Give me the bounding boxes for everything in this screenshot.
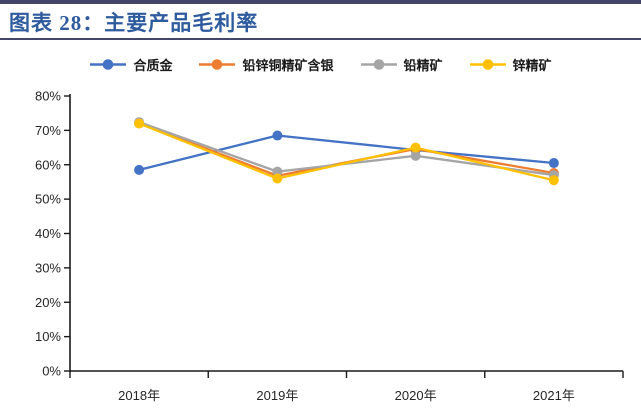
chart-legend: 合质金 铅锌铜精矿含银 铅精矿 锌精矿	[0, 53, 641, 75]
y-axis-tick-label: 30%	[35, 260, 61, 275]
x-axis-tick-label: 2019年	[256, 388, 298, 403]
legend-item: 锌精矿	[469, 55, 552, 74]
series-point-0-3	[548, 158, 559, 169]
legend-marker-icon	[469, 58, 506, 70]
series-point-3-0	[134, 118, 145, 129]
y-axis-tick-label: 80%	[35, 89, 61, 104]
series-point-3-2	[410, 142, 421, 153]
y-axis-tick-label: 70%	[35, 123, 61, 138]
figure-title: 图表 28：主要产品毛利率	[9, 11, 259, 35]
y-axis-tick-label: 60%	[35, 157, 61, 172]
x-axis-tick-label: 2020年	[395, 388, 437, 403]
y-axis-tick-label: 20%	[35, 295, 61, 310]
legend-item: 铅精矿	[360, 55, 443, 74]
y-axis-tick-label: 50%	[35, 192, 61, 207]
series-point-3-1	[272, 173, 283, 184]
x-axis-tick-label: 2018年	[118, 388, 160, 403]
series-point-2-2	[410, 150, 421, 161]
y-axis-tick-label: 0%	[42, 364, 61, 379]
legend-item: 铅锌铜精矿含银	[198, 55, 334, 74]
series-point-2-1	[272, 166, 283, 177]
series-line-0	[137, 134, 556, 172]
legend-marker-icon	[90, 58, 127, 70]
legend-item-label: 合质金	[133, 57, 173, 73]
legend-item-label: 铅精矿	[403, 57, 443, 73]
y-axis-tick-label: 40%	[35, 226, 61, 241]
header-divider	[0, 38, 641, 40]
y-axis-tick-label: 10%	[35, 329, 61, 344]
header-top-border	[0, 0, 641, 4]
series-point-3-3	[548, 175, 559, 186]
legend-item-label: 铅锌铜精矿含银	[242, 57, 334, 73]
x-axis-tick-label: 2021年	[533, 388, 575, 403]
series-point-0-0	[134, 164, 145, 175]
series-point-0-1	[272, 130, 283, 141]
legend-item-label: 锌精矿	[512, 57, 552, 73]
legend-marker-icon	[360, 58, 397, 70]
legend-marker-icon	[199, 58, 236, 70]
legend-item: 合质金	[89, 55, 172, 74]
series-line-3	[137, 122, 556, 182]
